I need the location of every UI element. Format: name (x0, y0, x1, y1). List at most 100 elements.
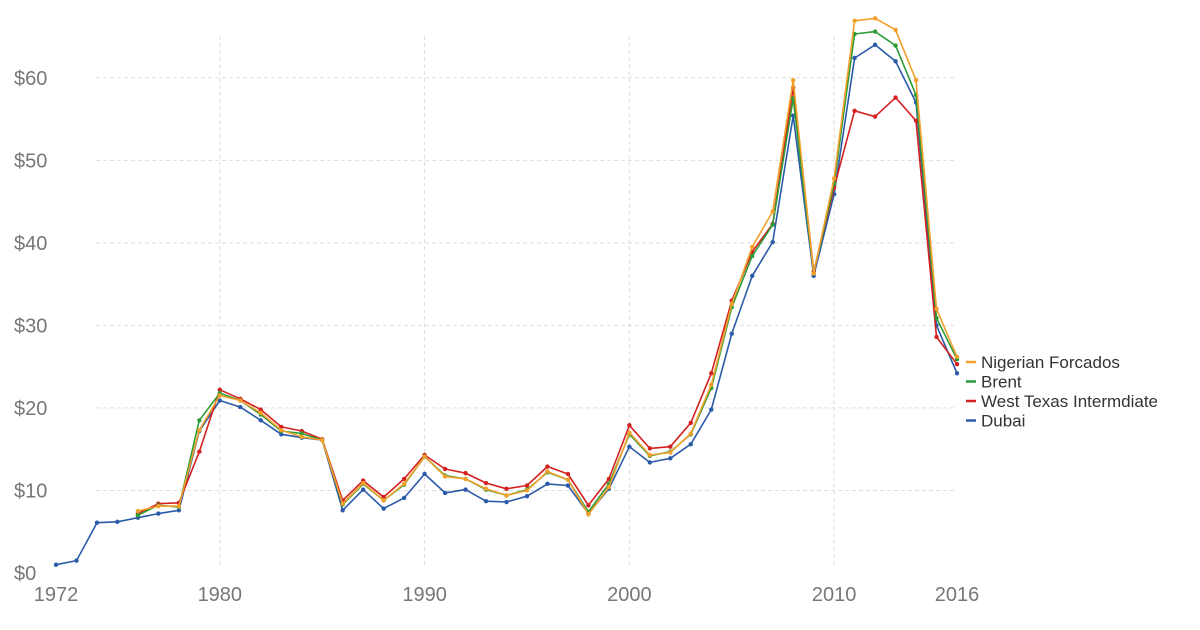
data-point (320, 437, 325, 443)
data-point (934, 334, 939, 340)
data-point (934, 315, 939, 321)
data-point (565, 483, 571, 488)
series-lines (53, 16, 960, 567)
data-point (299, 431, 304, 436)
data-point (934, 306, 939, 312)
x-tick-label: 2016 (935, 584, 980, 606)
data-point (790, 78, 796, 83)
data-point (770, 222, 775, 227)
data-point (709, 371, 714, 376)
data-point (279, 428, 284, 433)
y-axis-ticks: $0 $10 $20 $30 $40 $50 $60 (14, 68, 47, 585)
data-point (545, 481, 550, 487)
data-point (381, 498, 386, 503)
data-point (770, 209, 775, 214)
data-point (340, 508, 345, 513)
y-tick-label: $20 (14, 398, 47, 420)
data-point (954, 361, 960, 367)
data-point (217, 393, 223, 398)
x-tick-label: 2000 (607, 584, 652, 606)
data-point (135, 508, 141, 514)
y-tick-label: $10 (14, 480, 47, 502)
data-point (872, 114, 878, 119)
data-point (831, 176, 837, 181)
legend-label: Nigerian Forcados (981, 353, 1120, 372)
data-point (53, 562, 59, 567)
data-point (258, 418, 263, 423)
data-point (483, 498, 489, 504)
data-point (811, 271, 816, 276)
data-point (852, 108, 857, 113)
data-point (360, 480, 366, 486)
data-point (463, 487, 468, 492)
data-point (729, 301, 734, 307)
data-point (647, 446, 653, 451)
data-point (422, 454, 427, 459)
series-nigerian-forcados (135, 16, 960, 517)
data-point (545, 469, 550, 474)
data-point (135, 513, 141, 518)
data-point (729, 331, 734, 336)
data-point (893, 95, 898, 100)
data-point (627, 423, 632, 428)
data-point (381, 506, 386, 511)
legend-item: Brent (966, 373, 1022, 392)
data-point (954, 371, 960, 376)
legend-label: Dubai (981, 412, 1025, 431)
legend-label: Brent (981, 373, 1022, 392)
data-point (422, 471, 427, 477)
data-point (586, 503, 591, 508)
data-point (688, 420, 693, 425)
data-point (893, 27, 898, 33)
data-point (750, 273, 755, 279)
data-point (524, 494, 530, 499)
legend-item: Nigerian Forcados (966, 353, 1120, 372)
legend-item: Dubai (966, 412, 1025, 431)
data-point (852, 18, 857, 24)
data-point (668, 450, 673, 455)
data-point (483, 486, 489, 492)
data-point (197, 428, 202, 433)
data-point (954, 354, 960, 359)
legend-item: West Texas Intermdiate (966, 392, 1158, 411)
data-point (442, 474, 448, 479)
data-point (217, 387, 223, 392)
data-point (545, 464, 550, 469)
data-point (463, 476, 468, 482)
data-point (647, 452, 653, 458)
data-point (524, 488, 530, 493)
data-point (627, 430, 632, 435)
y-tick-label: $0 (14, 563, 36, 585)
data-point (258, 410, 263, 416)
data-point (401, 481, 407, 487)
data-point (872, 29, 878, 34)
data-point (586, 512, 591, 517)
data-point (381, 494, 386, 500)
data-point (483, 480, 489, 486)
data-point (279, 432, 284, 437)
data-point (504, 493, 509, 498)
data-point (176, 508, 182, 513)
y-tick-label: $40 (14, 233, 47, 255)
data-point (74, 558, 79, 563)
data-point (401, 476, 407, 482)
y-tick-label: $30 (14, 315, 47, 337)
data-point (627, 444, 632, 449)
data-point (606, 484, 612, 490)
data-point (401, 495, 407, 501)
data-point (442, 490, 448, 496)
y-tick-label: $60 (14, 68, 47, 90)
data-point (524, 483, 530, 488)
x-axis-ticks: 1972 1980 1990 2000 2010 2016 (34, 584, 980, 606)
data-point (852, 55, 857, 61)
data-point (565, 477, 571, 482)
data-point (709, 407, 714, 412)
data-point (279, 424, 284, 430)
data-point (238, 404, 243, 410)
data-point (340, 501, 345, 506)
x-tick-label: 1990 (402, 584, 447, 606)
data-point (668, 456, 673, 461)
data-point (197, 418, 202, 423)
